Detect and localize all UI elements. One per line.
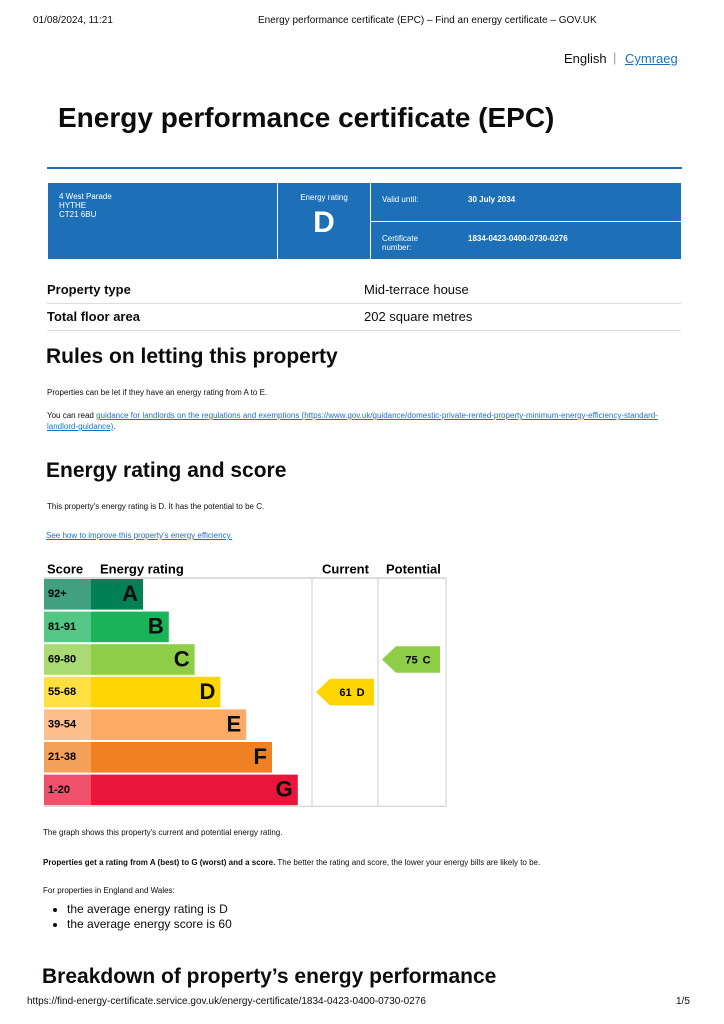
list: the average energy rating is D the avera… — [25, 902, 232, 932]
footer-url: https://find-energy-certificate.service.… — [27, 996, 426, 1007]
graph-header: Current — [322, 561, 370, 576]
band-score: 1-20 — [48, 784, 70, 796]
property-label: Property type — [47, 282, 131, 297]
band-score: 92+ — [48, 588, 67, 600]
certificate-label: Certificate number: — [382, 234, 419, 252]
lang-english: English — [564, 51, 607, 66]
band-letter: E — [227, 712, 242, 737]
band-letter: G — [276, 777, 293, 802]
score-cell — [44, 644, 91, 675]
list-item: the average energy rating is D — [67, 902, 232, 917]
page-number: 1/5 — [676, 996, 690, 1007]
current-letter: D — [357, 687, 365, 699]
valid-box: Valid until: 30 July 2034 — [370, 182, 682, 222]
bold-text: Properties get a rating from A (best) to… — [43, 858, 276, 867]
text: . — [113, 422, 116, 431]
potential-arrow — [382, 646, 440, 673]
property-row: Total floor area 202 square metres — [47, 303, 681, 331]
band-score: 21-38 — [48, 751, 76, 763]
rating-box: Energy rating D — [277, 182, 371, 260]
band-bar — [91, 579, 143, 610]
print-date: 01/08/2024, 11:21 — [33, 15, 113, 26]
property-value: Mid-terrace house — [364, 282, 469, 297]
band-score: 81-91 — [48, 621, 76, 633]
band-bar — [91, 709, 247, 740]
band-score: 55-68 — [48, 686, 76, 698]
band-letter: C — [174, 646, 190, 671]
paragraph: Properties get a rating from A (best) to… — [43, 858, 540, 867]
lang-welsh[interactable]: Cymraeg — [625, 51, 678, 66]
band-score: 69-80 — [48, 653, 76, 665]
band-bar — [91, 644, 195, 675]
valid-label: Valid until: — [382, 195, 419, 204]
epc-graph: Score Energy rating Current Potential 92+ A 81… — [44, 561, 447, 807]
paragraph: Properties can be let if they have an en… — [47, 388, 268, 397]
address-line: 4 West Parade — [59, 192, 112, 201]
score-cell — [44, 611, 91, 643]
paragraph: For properties in England and Wales: — [43, 886, 175, 895]
valid-date: 30 July 2034 — [468, 195, 516, 204]
potential-score: 75 — [405, 654, 417, 666]
address-line: CT21 6BU — [59, 210, 97, 219]
graph-header: Score — [47, 561, 83, 576]
text: You can read — [47, 411, 97, 420]
rating-letter: D — [313, 206, 335, 239]
heading: Rules on letting this property — [46, 345, 338, 368]
rating-label: Energy rating — [300, 193, 348, 202]
score-cell — [44, 774, 91, 806]
certificate-box: Certificate number: 1834-0423-0400-0730-… — [370, 221, 682, 260]
improve-link[interactable]: See how to improve this property's energ… — [46, 531, 233, 540]
heading: Energy rating and score — [46, 459, 287, 482]
address-line: HYTHE — [59, 201, 87, 210]
rule — [47, 167, 682, 169]
current-score: 61 — [339, 687, 351, 699]
current-label: 61 D — [339, 687, 364, 699]
property-label: Total floor area — [47, 309, 140, 324]
band-letter: A — [122, 581, 138, 606]
caption: The graph shows this property's current … — [43, 828, 283, 837]
score-cell — [44, 579, 91, 610]
address: 4 West Parade HYTHE CT21 6BU — [47, 182, 278, 260]
heading: Breakdown of property’s energy performan… — [42, 965, 497, 988]
band-letter: F — [254, 744, 267, 769]
paragraph: This property's energy rating is D. It h… — [47, 502, 265, 511]
score-cell — [44, 676, 91, 708]
current-arrow — [316, 678, 374, 706]
print-title: Energy performance certificate (EPC) – F… — [258, 15, 597, 26]
property-row: Property type Mid-terrace house — [47, 276, 681, 304]
band-letter: D — [200, 679, 216, 704]
band-bar — [91, 742, 272, 773]
paragraph: You can read guidance for landlords on t… — [47, 410, 667, 432]
property-value: 202 square metres — [364, 309, 473, 324]
band-bar — [91, 611, 169, 643]
certificate-number: 1834-0423-0400-0730-0276 — [468, 234, 568, 243]
guidance-link[interactable]: guidance for landlords on the regulation… — [47, 411, 658, 431]
potential-letter: C — [423, 654, 431, 666]
band-bar — [91, 774, 298, 806]
lang-separator: | — [613, 50, 617, 65]
band-letter: B — [148, 614, 164, 639]
graph-header: Potential — [386, 561, 441, 576]
graph-header: Energy rating — [100, 561, 184, 576]
list-item: the average energy score is 60 — [67, 917, 232, 932]
page-title: Energy performance certificate (EPC) — [58, 102, 555, 133]
score-cell — [44, 742, 91, 773]
band-score: 39-54 — [48, 719, 77, 731]
potential-label: 75 C — [405, 654, 430, 666]
band-bar — [91, 676, 221, 708]
score-cell — [44, 709, 91, 740]
text: The better the rating and score, the low… — [275, 858, 541, 867]
